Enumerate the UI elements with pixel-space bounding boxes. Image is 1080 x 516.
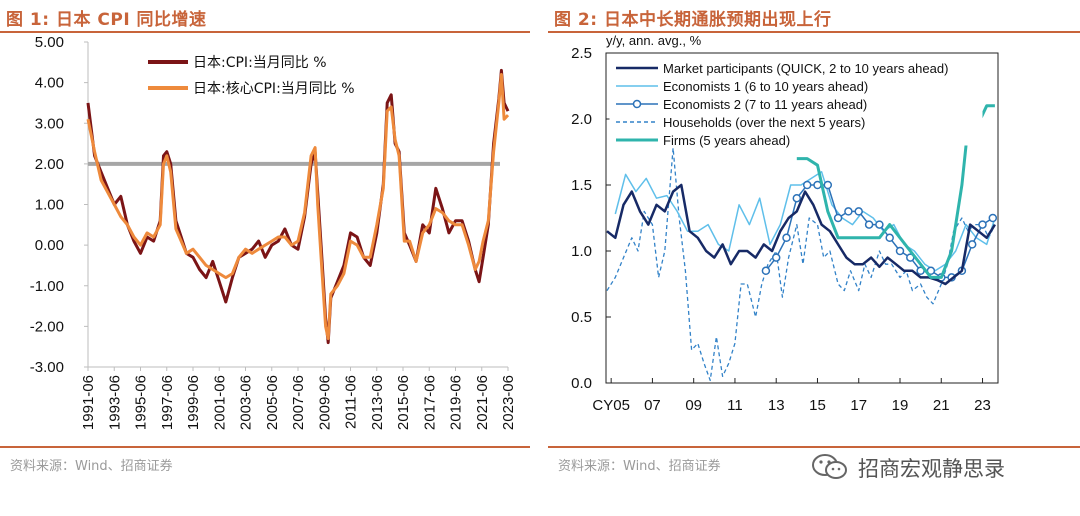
y-tick-label: 2.0 [571,111,592,128]
x-tick-label: 13 [768,397,785,414]
plot-frame [605,52,999,384]
title-divider [0,31,530,33]
chart-panel-expectations: 图 2: 日本中长期通胀预期出现上行 y/y, ann. avg., % 2.5 2… [548,0,1080,516]
x-tick-label: 07 [644,397,661,414]
cpi-chart-svg: 5.00 4.00 3.00 2.00 1.00 0.00 -1.00 -2.00 -3.00 1… [30,34,517,430]
y-tick-label: 5.00 [35,34,64,51]
x-tick-label: 2005-06 [264,375,281,430]
series-line-cpi [86,68,510,345]
y-tick-label: 1.5 [571,177,592,194]
x-tick-label: 23 [974,397,991,414]
x-tick-label: 2013-06 [369,375,386,430]
y-axis-label: y/y, ann. avg., % [606,33,702,48]
x-tick-label: 2017-06 [421,375,438,430]
y-tick-label: 4.00 [35,75,64,92]
legend-label: 日本:CPI:当月同比 % [193,55,327,71]
data-point-economists-2 [988,213,998,223]
y-tick-label: -2.00 [30,318,64,335]
source-divider [0,446,530,448]
source-note: 资料来源：Wind、招商证券 [10,459,173,474]
data-point-economists-2 [792,193,802,203]
legend-box [609,58,983,146]
y-tick-label: 0.5 [571,309,592,326]
y-tick-label: 2.00 [35,156,64,173]
data-point-economists-2 [875,220,884,229]
source-divider [548,446,1080,448]
data-point-economists-2 [833,213,843,223]
data-point-economists-2 [782,233,791,243]
x-tick-label: 2001-06 [211,375,228,430]
x-tick-label: 2015-06 [395,375,412,430]
data-point-economists-2 [895,246,905,256]
chart-title: 图 1: 日本 CPI 同比增速 [6,10,207,30]
y-tick-label: 3.00 [35,115,64,132]
y-tick-label: 1.0 [571,243,592,260]
x-tick-label: 2023-06 [500,375,517,430]
wechat-icon [812,454,847,479]
legend-label: Market participants (QUICK, 2 to 10 year… [663,61,948,76]
x-tick-label: 2021-06 [474,375,491,430]
x-tick-label: 11 [727,397,743,414]
x-tick-label: 2011-06 [343,375,360,429]
data-point-economists-2 [978,220,987,229]
y-tick-label: -1.00 [30,278,64,295]
series-line-core-cpi [86,73,510,341]
data-point-economists-2 [823,180,833,190]
legend-label: Economists 1 (6 to 10 years ahead) [663,79,868,94]
data-point-economists-2 [854,207,863,216]
legend-marker [632,99,642,109]
series-line-households [606,147,996,382]
legend-label: 日本:核心CPI:当月同比 % [193,81,355,97]
y-tick-label: 0.0 [571,375,592,392]
y-tick-label: 2.5 [571,45,592,62]
x-tick-label: CY05 [592,397,630,414]
x-tick-label: 1997-06 [159,375,176,430]
x-tick-label: 2009-06 [316,375,333,430]
x-tick-label: 1999-06 [185,375,202,430]
data-point-economists-2 [844,207,853,216]
data-point-economists-2 [864,220,874,229]
data-point-economists-2 [802,180,812,190]
y-tick-label: 1.00 [35,197,64,214]
y-tick-label: -3.00 [30,359,64,376]
x-tick-label: 2003-06 [238,375,255,430]
legend-label: Firms (5 years ahead) [663,133,790,148]
x-tick-label: 17 [850,397,867,414]
x-tick-label: 19 [892,397,909,414]
watermark: 招商宏观静思录 [806,450,1076,484]
data-point-economists-2 [761,266,771,276]
watermark-text: 招商宏观静思录 [858,457,1005,481]
x-tick-label: 21 [933,397,950,414]
x-tick-label: 1991-06 [80,375,97,430]
data-point-economists-2 [885,233,894,243]
x-tick-label: 2019-06 [448,375,465,430]
data-point-economists-2 [771,253,781,262]
source-note: 资料来源：Wind、招商证券 [558,459,721,474]
x-tick-label: 2007-06 [290,375,307,430]
x-tick-label: 15 [809,397,826,414]
title-divider [548,31,1080,33]
x-tick-label: 1995-06 [133,375,150,430]
chart-title: 图 2: 日本中长期通胀预期出现上行 [554,10,832,30]
legend-label: Households (over the next 5 years) [663,115,865,130]
x-tick-label: 09 [685,397,702,414]
legend-label: Economists 2 (7 to 11 years ahead) [663,97,867,112]
chart-panel-cpi: 图 1: 日本 CPI 同比增速 5.00 4.00 3.00 2.00 1.00 0.0… [0,0,530,516]
data-point-economists-2 [967,240,977,249]
y-tick-label: 0.00 [35,237,64,254]
x-tick-label: 1993-06 [106,375,123,430]
